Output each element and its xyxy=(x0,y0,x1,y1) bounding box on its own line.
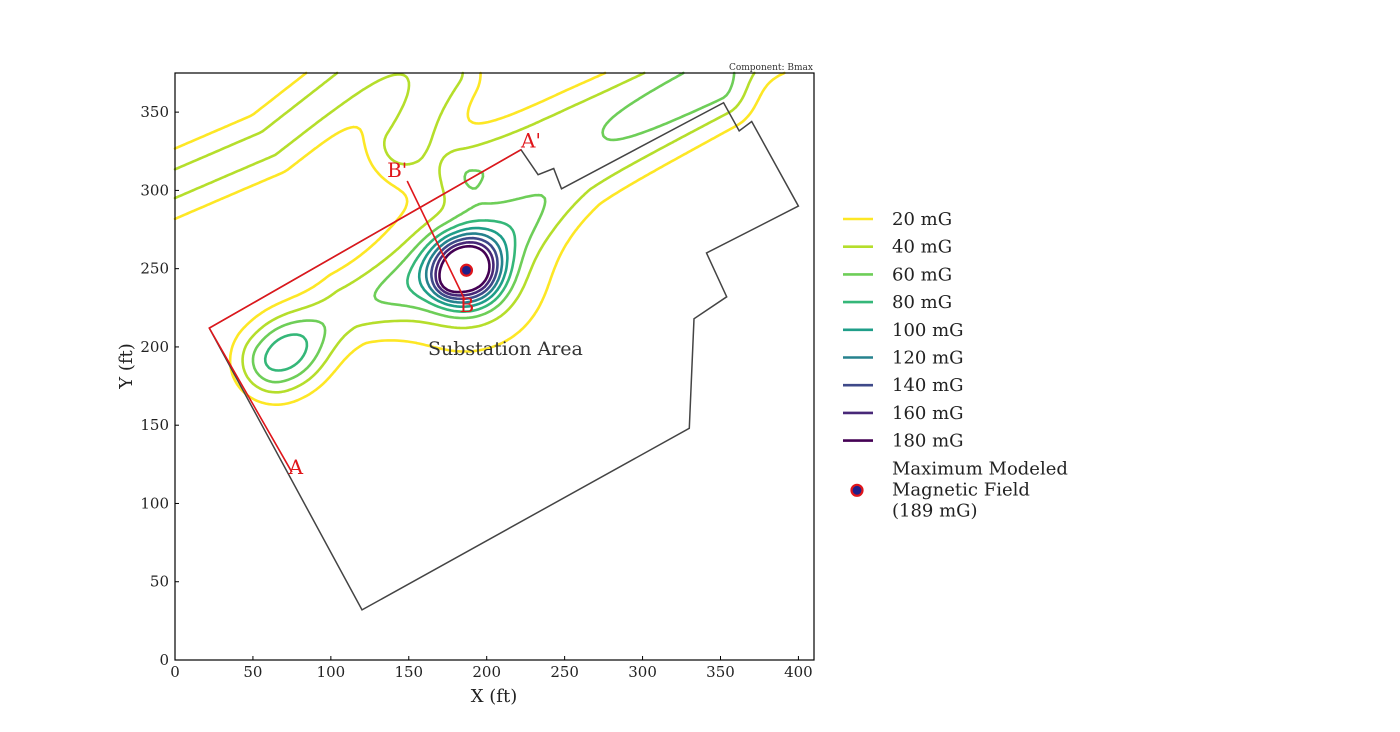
y-axis-ticks: 0 50 100 150 200 250 300 350 xyxy=(140,103,179,669)
cross-section-line-1 xyxy=(406,180,466,301)
legend-max-label: Maximum Modeled Magnetic Field (189 mG) xyxy=(892,458,1068,521)
legend-label-140: 140 mG xyxy=(892,375,964,396)
substation-boundary-layer xyxy=(208,101,800,611)
y-tick-label: 350 xyxy=(140,103,169,121)
legend-label-20: 20 mG xyxy=(892,209,952,230)
x-tick-label: 250 xyxy=(550,663,579,681)
cross-section-end-label: A' xyxy=(520,129,541,153)
cross-section-start-label: B xyxy=(460,293,475,317)
cross-section-start-label: A xyxy=(288,455,304,479)
contour-line-20 xyxy=(173,71,786,406)
x-tick-label: 400 xyxy=(784,663,813,681)
x-tick-label: 50 xyxy=(243,663,262,681)
x-tick-label: 0 xyxy=(170,663,180,681)
substation-area-label: Substation Area xyxy=(428,338,583,360)
substation-boundary xyxy=(208,101,800,611)
cross-section-line-0 xyxy=(208,149,522,473)
x-axis-ticks: 0 50 100 150 200 250 300 350 400 xyxy=(170,656,813,681)
legend-label-80: 80 mG xyxy=(892,292,952,313)
legend-label-180: 180 mG xyxy=(892,431,964,452)
y-tick-label: 0 xyxy=(159,651,169,669)
plot-frame xyxy=(174,72,815,661)
x-tick-label: 150 xyxy=(394,663,423,681)
contour-line-180 xyxy=(438,244,491,294)
plot-background xyxy=(175,73,814,660)
legend-label-60: 60 mG xyxy=(892,264,952,285)
y-tick-label: 200 xyxy=(140,338,169,356)
contour-line-100 xyxy=(417,226,509,308)
x-tick-label: 100 xyxy=(317,663,346,681)
legend-label-40: 40 mG xyxy=(892,237,952,258)
y-tick-label: 150 xyxy=(140,416,169,434)
legend-label-100: 100 mG xyxy=(892,320,964,341)
contour-line-120 xyxy=(424,232,504,304)
x-tick-label: 300 xyxy=(628,663,657,681)
legend-label-160: 160 mG xyxy=(892,403,964,424)
contour-line-80 xyxy=(263,219,517,372)
y-tick-label: 300 xyxy=(140,181,169,199)
x-tick-label: 350 xyxy=(706,663,735,681)
contour-line-60 xyxy=(251,71,736,384)
max-field-marker-layer xyxy=(459,263,474,277)
x-axis-label: X (ft) xyxy=(471,686,517,707)
y-tick-label: 50 xyxy=(150,573,169,591)
y-tick-label: 100 xyxy=(140,494,169,512)
cross-section-end-label: B' xyxy=(387,158,407,182)
legend-label-120: 120 mG xyxy=(892,348,964,369)
contour-line-160 xyxy=(434,241,495,297)
y-tick-label: 250 xyxy=(140,260,169,278)
contour-lines xyxy=(173,71,786,406)
legend: 20 mG 40 mG 60 mG 80 mG 100 mG 120 mG 140 mG 16… xyxy=(843,209,1068,521)
legend-max-marker xyxy=(850,483,864,497)
component-label: Component: Bmax xyxy=(729,63,813,73)
y-axis-label: Y (ft) xyxy=(116,343,137,390)
x-tick-label: 200 xyxy=(472,663,501,681)
contour-line-40 xyxy=(173,71,756,394)
max-field-marker xyxy=(459,263,474,277)
cross-section-lines: A A' B B' xyxy=(208,129,541,479)
